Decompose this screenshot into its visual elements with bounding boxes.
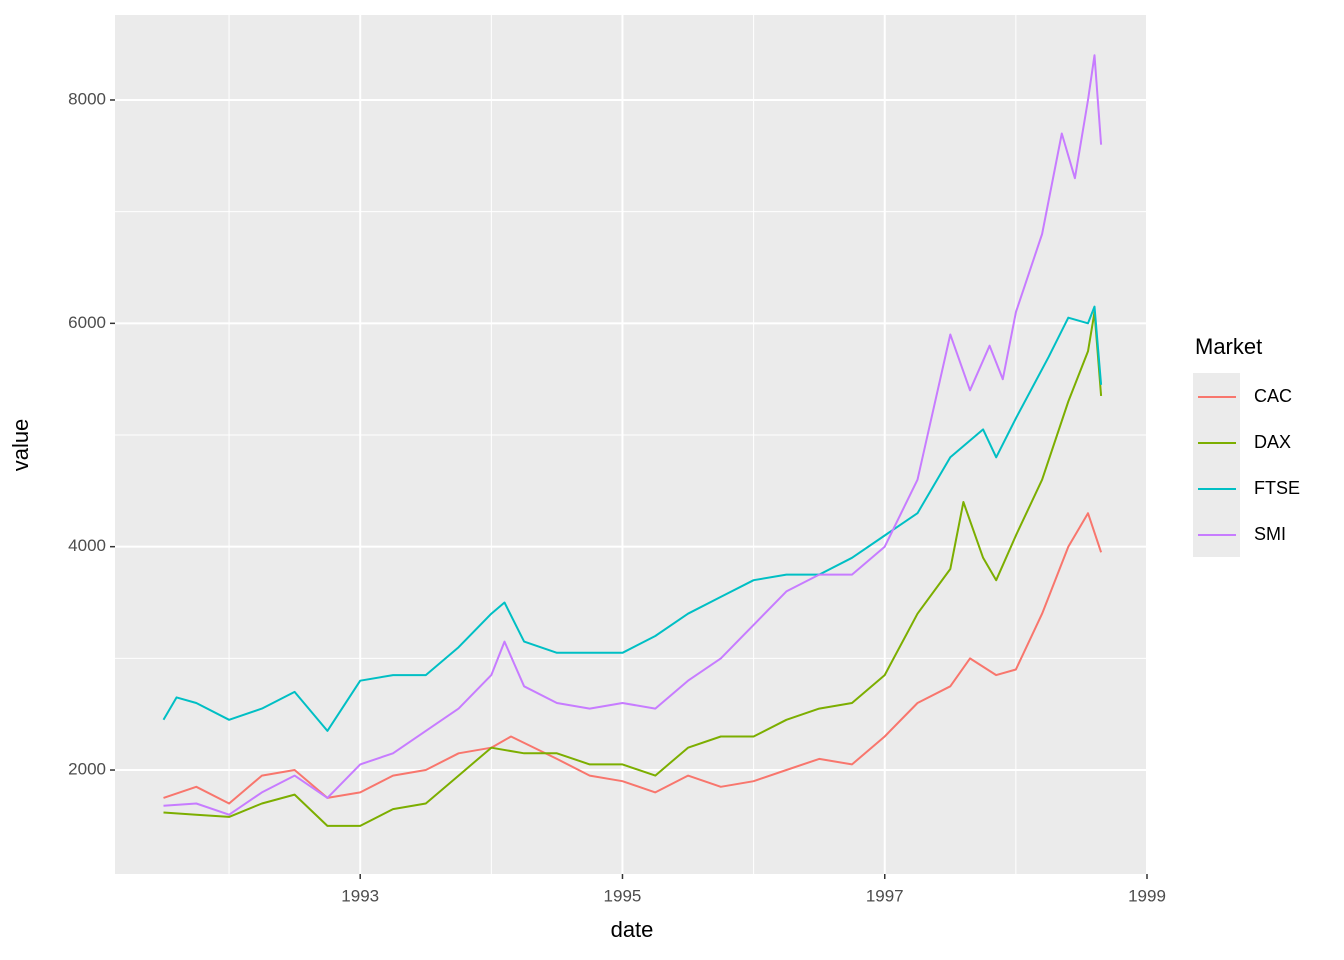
legend-label: FTSE <box>1254 478 1300 498</box>
y-axis-label: value <box>8 419 33 472</box>
x-tick-label: 1993 <box>341 886 379 905</box>
series-line <box>163 54 1103 816</box>
y-tick-label: 8000 <box>68 89 106 108</box>
panel <box>115 15 1147 874</box>
y-tick-label: 4000 <box>68 536 106 555</box>
legend-key-background <box>1193 373 1240 557</box>
x-tick-label: 1997 <box>866 886 904 905</box>
grid <box>115 15 1148 874</box>
x-tick-label: 1995 <box>604 886 642 905</box>
axes: 1993 1995 1997 1999 2000 4000 6000 8000 <box>68 89 1166 905</box>
y-tick-label: 2000 <box>68 760 106 779</box>
x-tick-label: 1999 <box>1128 886 1166 905</box>
legend-label: CAC <box>1254 386 1292 406</box>
x-axis-label: date <box>611 917 654 942</box>
legend-label: DAX <box>1254 432 1291 452</box>
series-line <box>162 305 1103 732</box>
series-line <box>163 311 1103 827</box>
legend: CAC DAX FTSE SMI <box>1198 386 1300 544</box>
series-line <box>163 512 1103 805</box>
legend-title: Market <box>1195 334 1262 359</box>
legend-label: SMI <box>1254 524 1286 544</box>
y-tick-label: 6000 <box>68 313 106 332</box>
lines <box>162 54 1103 827</box>
